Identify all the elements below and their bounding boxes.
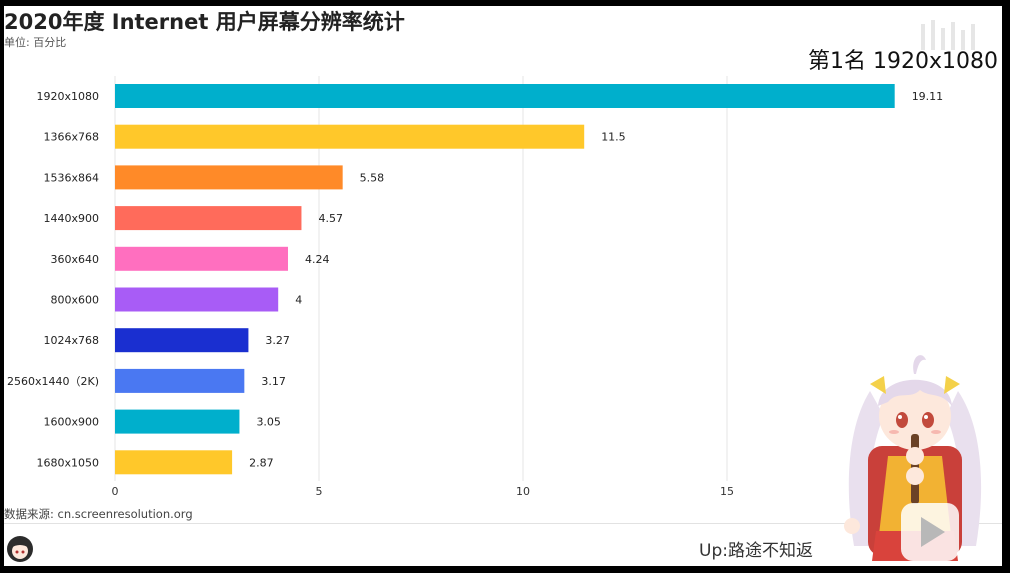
chart-subtitle: 单位: 百分比 — [4, 36, 67, 49]
bar — [115, 165, 343, 190]
data-source: 数据来源: cn.screenresolution.org — [4, 507, 193, 521]
category-label: 1536x864 — [44, 171, 100, 184]
footer-divider — [4, 523, 1002, 524]
category-label: 2560x1440（2K) — [7, 375, 99, 388]
category-label: 1440x900 — [44, 212, 100, 225]
bar — [115, 206, 302, 231]
category-label: 1024x768 — [44, 334, 100, 347]
x-tick-label: 10 — [516, 485, 530, 498]
value-label: 4.57 — [318, 212, 343, 225]
play-button-icon[interactable] — [899, 501, 961, 563]
bar — [115, 246, 288, 271]
watermark-icon — [921, 20, 975, 50]
x-tick-label: 0 — [112, 485, 119, 498]
category-label: 1680x1050 — [37, 456, 100, 469]
value-label: 3.05 — [256, 416, 281, 429]
category-label: 1600x900 — [44, 416, 100, 429]
category-label: 1920x1080 — [37, 90, 100, 103]
chart-frame: 2020年度 Internet 用户屏幕分辨率统计 单位: 百分比 第1名 19… — [4, 6, 1002, 566]
bar — [115, 328, 249, 353]
category-label: 360x640 — [50, 253, 99, 266]
value-label: 11.5 — [601, 131, 626, 144]
value-label: 5.58 — [360, 171, 385, 184]
value-label: 4.24 — [305, 253, 330, 266]
category-label: 800x600 — [50, 294, 99, 307]
value-label: 4 — [295, 294, 302, 307]
value-label: 3.17 — [261, 375, 286, 388]
bar — [115, 368, 245, 393]
bar-chart: 0 5 10 15 1920x1080 19.11 1366x768 11.5 1536x864… — [7, 76, 944, 498]
bar — [115, 409, 240, 434]
rank-label: 第1名 1920x1080 — [808, 49, 998, 74]
value-label: 2.87 — [249, 456, 274, 469]
x-tick-label: 15 — [720, 485, 734, 498]
chart-title: 2020年度 Internet 用户屏幕分辨率统计 — [4, 10, 405, 34]
uploader-avatar-icon[interactable] — [6, 534, 34, 564]
bar — [115, 287, 279, 312]
value-label: 3.27 — [265, 334, 290, 347]
bar — [115, 124, 585, 149]
value-label: 19.11 — [912, 90, 944, 103]
bar — [115, 450, 233, 475]
category-label: 1366x768 — [44, 131, 100, 144]
uploader-credit: Up:路途不知返 — [699, 541, 813, 561]
bar — [115, 84, 895, 108]
x-tick-label: 5 — [316, 485, 323, 498]
